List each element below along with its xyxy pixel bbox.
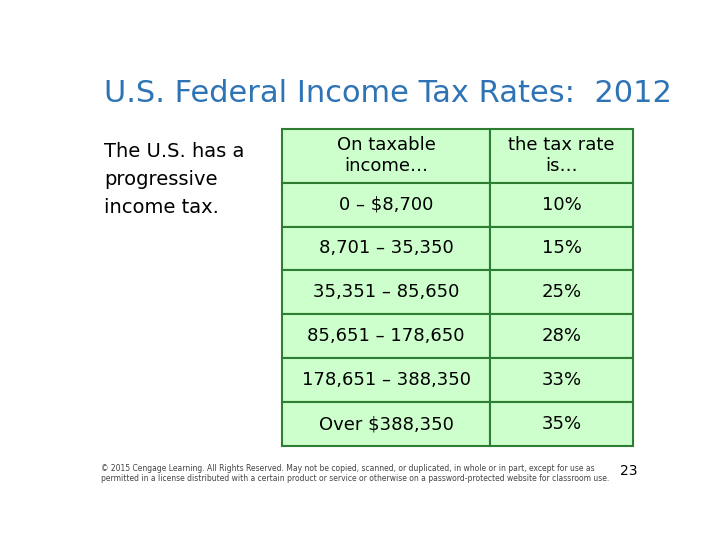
Text: 85,651 – 178,650: 85,651 – 178,650 — [307, 327, 465, 345]
Bar — [490, 271, 634, 314]
Text: On taxable
income…: On taxable income… — [337, 136, 436, 175]
Bar — [282, 129, 490, 183]
Text: 10%: 10% — [541, 195, 582, 213]
Text: Over $388,350: Over $388,350 — [319, 415, 454, 433]
Bar — [490, 402, 634, 446]
Bar — [490, 183, 634, 226]
Text: the tax rate
is…: the tax rate is… — [508, 136, 615, 175]
Bar — [282, 402, 490, 446]
Text: 25%: 25% — [541, 284, 582, 301]
Bar — [282, 314, 490, 358]
Bar — [490, 129, 634, 183]
Bar — [490, 358, 634, 402]
Text: 35,351 – 85,650: 35,351 – 85,650 — [313, 284, 459, 301]
Text: 0 – $8,700: 0 – $8,700 — [339, 195, 433, 213]
Text: 8,701 – 35,350: 8,701 – 35,350 — [319, 239, 454, 258]
Text: 33%: 33% — [541, 371, 582, 389]
Text: 35%: 35% — [541, 415, 582, 433]
Text: 28%: 28% — [541, 327, 582, 345]
Text: 178,651 – 388,350: 178,651 – 388,350 — [302, 371, 471, 389]
Bar — [282, 183, 490, 226]
Bar — [490, 314, 634, 358]
Text: 15%: 15% — [541, 239, 582, 258]
Text: U.S. Federal Income Tax Rates:  2012: U.S. Federal Income Tax Rates: 2012 — [104, 79, 672, 107]
Text: © 2015 Cengage Learning. All Rights Reserved. May not be copied, scanned, or dup: © 2015 Cengage Learning. All Rights Rese… — [101, 464, 609, 483]
Bar — [490, 226, 634, 271]
Bar — [282, 271, 490, 314]
Bar — [282, 226, 490, 271]
Text: 23: 23 — [620, 464, 637, 478]
Bar — [282, 358, 490, 402]
Text: The U.S. has a
progressive
income tax.: The U.S. has a progressive income tax. — [104, 142, 244, 217]
